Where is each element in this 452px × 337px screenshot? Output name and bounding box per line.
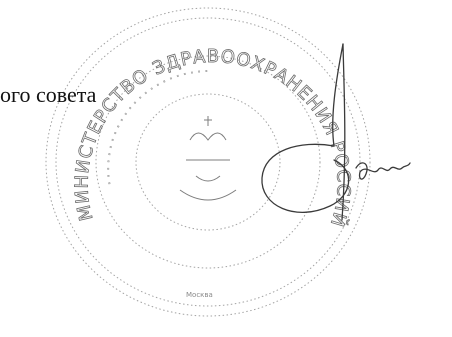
- stamp-bottom-text: Москва: [186, 291, 213, 299]
- signature-icon: [261, 43, 411, 221]
- stamp-second-ring: [55, 17, 361, 307]
- document-text: ого совета: [0, 82, 97, 107]
- stamp-core-ring: [135, 93, 281, 231]
- stamp-inner-ring: [95, 55, 321, 269]
- stamp-outer-ring: [45, 7, 371, 317]
- emblem-icon: [179, 116, 237, 201]
- stamp-ring-text: МИНИСТЕРСТВО ЗДРАВООХРАНЕНИЯ РОССИЙСКОЙ …: [0, 0, 353, 230]
